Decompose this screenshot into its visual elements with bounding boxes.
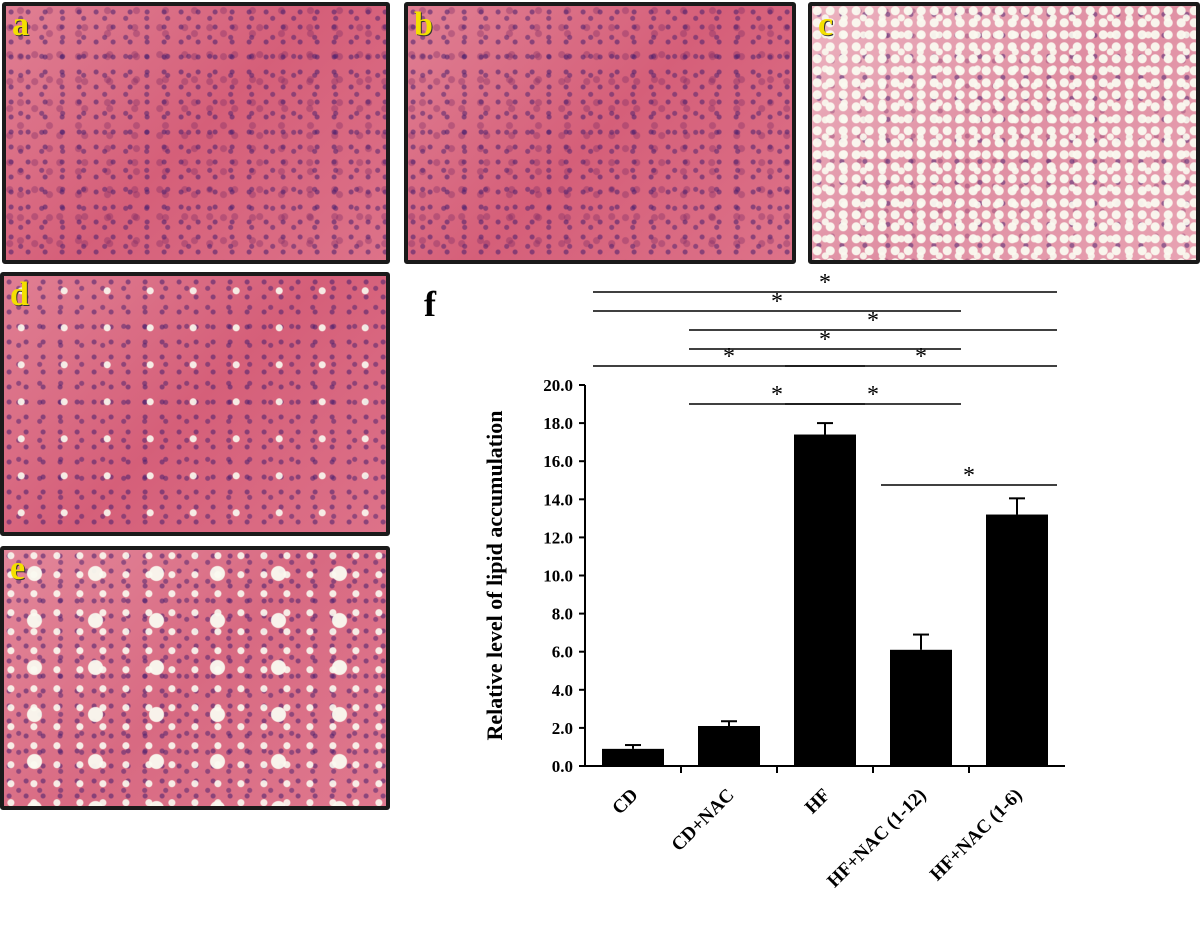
micrograph-panel-c: c [808, 2, 1200, 264]
panel-label-c: c [818, 6, 834, 43]
x-category-label: CD+NAC [668, 785, 739, 856]
micrograph-panel-d: d [0, 272, 390, 536]
y-tick-label: 16.0 [543, 452, 573, 471]
x-category-label: HF [801, 785, 835, 819]
bar [602, 748, 664, 766]
y-axis-label: Relative level of lipid accumulation [482, 411, 507, 741]
panel-label-f: f [424, 284, 437, 324]
y-tick-label: 4.0 [552, 681, 573, 700]
lipid-bar-chart: f 0.0 2.0 4.0 6.0 8.0 10.0 12.0 14.0 16.0 18.0 20.… [424, 270, 1065, 892]
x-category-label: HF+NAC (1-6) [926, 785, 1026, 885]
panel-label-a: a [12, 6, 29, 43]
x-category-label: HF+NAC (1-12) [823, 785, 930, 892]
y-tick-label: 12.0 [543, 528, 573, 547]
significance-star: * [819, 327, 831, 353]
significance-star: * [819, 270, 831, 296]
bar [698, 725, 760, 766]
bar [986, 514, 1048, 766]
significance-star: * [963, 463, 975, 489]
y-tick-label: 20.0 [543, 376, 573, 395]
y-tick-label: 10.0 [543, 567, 573, 586]
micrograph-panel-b: b [404, 2, 796, 264]
panel-label-d: d [10, 276, 29, 313]
bar [794, 434, 856, 766]
y-tick-label: 6.0 [552, 643, 573, 662]
x-category-label: CD [608, 785, 642, 819]
y-tick-label: 2.0 [552, 719, 573, 738]
significance-star: * [771, 289, 783, 315]
bar [890, 649, 952, 766]
y-tick-label: 8.0 [552, 605, 573, 624]
significance-star: * [867, 382, 879, 408]
panel-label-e: e [10, 550, 26, 587]
significance-star: * [867, 308, 879, 334]
significance-star: * [723, 344, 735, 370]
y-tick-label: 18.0 [543, 414, 573, 433]
significance-star: * [915, 344, 927, 370]
y-tick-label: 14.0 [543, 490, 573, 509]
panel-label-b: b [414, 6, 433, 43]
significance-star: * [771, 382, 783, 408]
micrograph-panel-a: a [2, 2, 390, 264]
y-tick-label: 0.0 [552, 757, 573, 776]
micrograph-panel-e: e [0, 546, 390, 810]
